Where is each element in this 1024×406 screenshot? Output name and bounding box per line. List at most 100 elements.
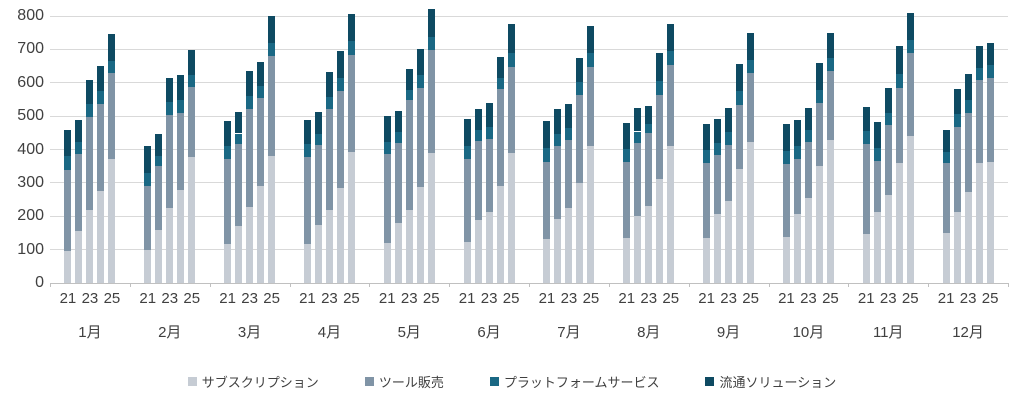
bar-segment [703,124,711,150]
bar-segment [725,107,733,133]
bar-segment [188,156,196,283]
bar-segment [507,24,515,53]
year-tick-label: 21 [59,290,77,307]
bar-segment [507,52,515,68]
bar-segment [177,100,185,113]
month-label: 2月 [158,324,182,341]
bar-segment [75,231,83,283]
year-tick-label: 23 [81,290,99,307]
bar-segment [815,165,823,283]
axis-tick [768,283,770,287]
bar-segment [416,75,424,89]
bar-segment [496,78,504,90]
bar-segment [565,139,573,209]
bar-segment [543,148,551,162]
bar-segment [645,133,653,206]
bar-segment [97,91,105,105]
bar-segment [873,160,881,212]
y-axis-tick-label: 100 [17,240,44,258]
legend-item: プラットフォームサービス [489,372,660,391]
year-tick-label: 21 [538,290,556,307]
bar-segment [576,94,584,184]
legend-swatch-icon [705,377,715,386]
legend-label: プラットフォームサービス [503,375,660,390]
month-label: 3月 [237,324,262,341]
bar-segment [667,64,675,146]
month-label: 12月 [952,324,984,341]
bar-segment [246,71,254,97]
bar-segment [736,64,744,92]
bar-segment [804,107,812,131]
bar-segment [736,91,744,105]
bar-segment [543,239,551,283]
y-axis-tick-label: 500 [17,107,44,125]
bar-segment [623,148,631,162]
bar-segment [405,90,413,101]
bar-segment [144,249,152,283]
legend-swatch-icon [364,377,374,386]
bar-segment [656,80,664,95]
bar-segment [75,141,83,154]
year-tick-label: 23 [720,290,737,307]
bar-segment [303,244,311,283]
month-label: 5月 [397,324,421,341]
bar-segment [383,116,391,142]
bar-segment [97,191,105,283]
bar-segment [474,108,482,131]
year-tick-label: 25 [742,290,759,307]
bar-segment [862,234,870,283]
axis-tick [529,283,530,287]
bar-segment [224,243,232,283]
bar-segment [656,52,664,81]
bar-segment [314,133,322,145]
bar-segment [964,100,972,113]
year-tick-label: 25 [981,290,999,307]
bar-segment [325,209,333,283]
year-tick-label: 23 [400,290,418,307]
year-tick-label: 23 [321,290,338,307]
bar-segment [347,41,355,55]
bar-segment [862,143,870,235]
bar-segment [394,111,402,132]
bar-segment [303,119,311,145]
bar-segment [235,133,243,145]
bar-segment [427,36,435,51]
bar-segment [405,69,413,91]
bar-segment [645,205,653,283]
bar-segment [314,224,322,283]
bar-segment [303,156,311,245]
bar-segment [587,53,595,68]
bar-segment [793,146,801,160]
bar-segment [964,112,972,192]
bar-segment [975,46,983,68]
year-tick-label: 23 [640,290,658,307]
bar-segment [463,158,471,242]
bar-segment [826,71,834,140]
y-axis-tick-label: 400 [17,140,44,158]
bar-segment [714,213,722,283]
bar-segment [895,88,903,164]
bar-segment [634,131,642,144]
bar-segment [873,147,881,161]
bar-segment [97,104,105,192]
bar-segment [325,108,333,210]
year-tick-label: 25 [662,290,680,307]
bar-segment [667,51,675,65]
bar-segment [485,102,493,127]
bar-segment [325,72,333,97]
year-tick-label: 25 [901,290,919,307]
bar-segment [416,186,424,283]
bar-segment [895,74,903,89]
bar-segment [155,134,163,156]
bar-segment [565,208,573,283]
bar-segment [714,119,722,144]
bar-segment [394,131,402,143]
bar-segment [155,155,163,167]
year-tick-label: 25 [822,290,839,307]
bar-segment [782,163,790,237]
bar-segment [268,56,276,156]
bar-segment [782,124,790,151]
axis-tick [129,283,131,287]
bar-segment [782,150,790,164]
bar-segment [906,12,914,40]
